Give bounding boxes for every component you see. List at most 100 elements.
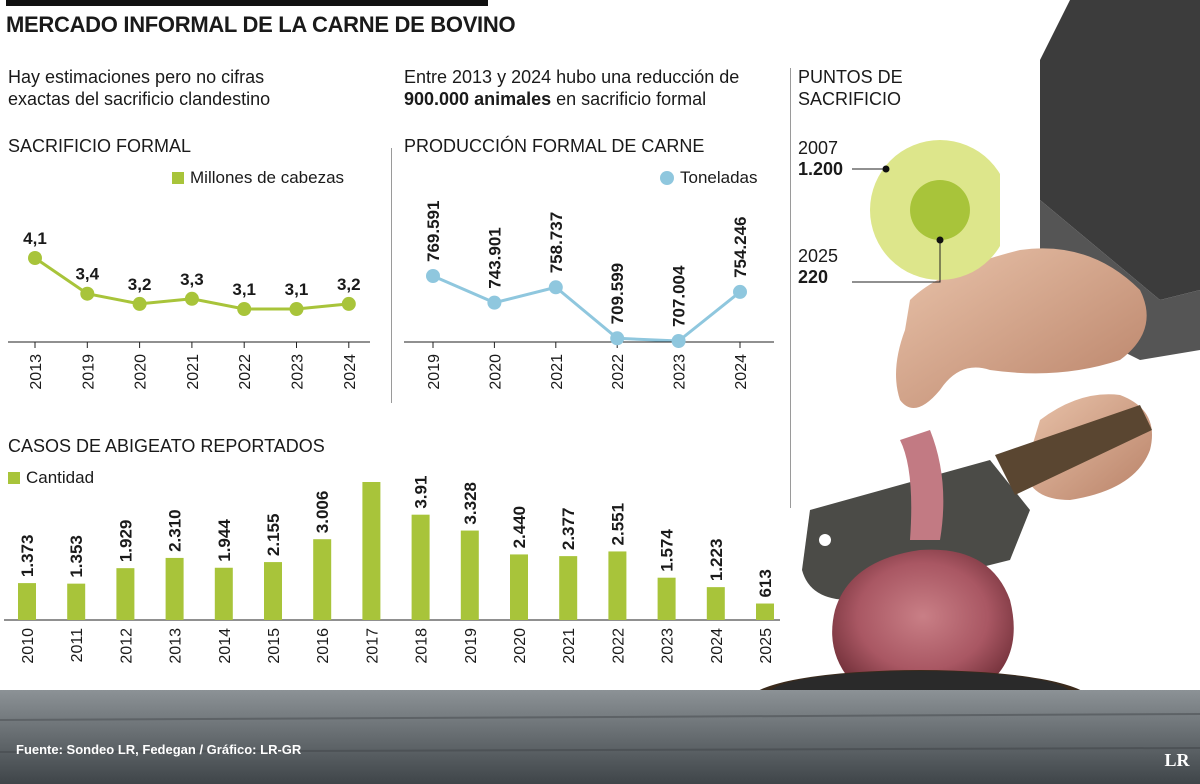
chart3-bar <box>559 556 578 620</box>
chart3-tick-label: 2010 <box>20 628 37 664</box>
chart3-bar <box>608 551 627 620</box>
chart3-tick-label: 2018 <box>414 628 431 664</box>
chart2-tick-label: 2020 <box>487 354 504 390</box>
chart1-tick-label: 2013 <box>28 354 45 390</box>
chart1-tick-label: 2023 <box>290 354 307 390</box>
note-line-2: 900.000 animales en sacrificio formal <box>404 88 739 110</box>
chart2-data-label: 707.004 <box>670 265 689 327</box>
chart2-legend-label: Toneladas <box>680 168 758 187</box>
chart3-data-label: 3.919 <box>412 476 431 509</box>
chart2-series-line <box>432 274 741 343</box>
chart4-title-line-1: PUNTOS DE <box>798 67 903 87</box>
chart3-bar <box>67 583 86 620</box>
note-highlight: 900.000 animales <box>404 89 552 109</box>
chart3-tick-label: 2022 <box>610 628 627 664</box>
chart3-bar <box>756 603 774 620</box>
chart1-tick-label: 2020 <box>133 354 150 390</box>
chart1-point <box>184 291 199 306</box>
chart3-tick-label: 2013 <box>168 628 185 664</box>
chart1-point <box>132 296 147 311</box>
chart4-title-line-2: SACRIFICIO <box>798 89 902 109</box>
chart3-bar <box>264 562 282 620</box>
chart1-data-label: 3,3 <box>180 270 204 289</box>
chart2-point <box>426 269 440 283</box>
chart1-data-label: 3,1 <box>232 280 256 299</box>
note-rest: en sacrificio formal <box>551 89 707 109</box>
chart3-bar <box>510 554 528 620</box>
lr-logo: LR <box>1164 750 1190 770</box>
chart3-title: CASOS DE ABIGEATO REPORTADOS <box>8 436 325 456</box>
chart1-point <box>237 302 252 316</box>
chart1-data-label: 3,4 <box>75 265 99 284</box>
chart3-tick-label: 2021 <box>561 628 578 664</box>
chart3-data-label: 2.440 <box>510 506 529 549</box>
chart3-bar <box>706 587 725 620</box>
chart2-point <box>610 331 625 346</box>
chart3-bar <box>313 539 332 620</box>
chart3-tick-label: 2012 <box>118 628 135 664</box>
chart3-data-label: 1.574 <box>658 529 677 572</box>
chart1-data-label: 4,1 <box>23 229 47 248</box>
chart3-tick-label: 2017 <box>364 628 381 664</box>
chart1-point <box>80 286 95 301</box>
chart2-data-label: 743.901 <box>485 227 504 288</box>
chart2-tick-label: 2022 <box>610 354 627 390</box>
chart2-tick-label: 2021 <box>549 354 566 390</box>
chart3-legend: Cantidad <box>8 468 94 488</box>
chart3-tick-label: 2016 <box>315 628 332 664</box>
point-2007-value: 1.200 <box>798 159 844 179</box>
chart1-tick-label: 2019 <box>80 354 97 390</box>
chart1-tick-label: 2022 <box>237 354 254 390</box>
chart3-tick-label: 2025 <box>758 628 775 664</box>
point-2007: 2007 1.200 <box>798 138 843 180</box>
chart3-legend-label: Cantidad <box>26 468 95 487</box>
divider-2 <box>790 68 791 508</box>
chart3-data-label: 1.353 <box>67 535 86 578</box>
chart3-data-label: 613 <box>756 569 775 597</box>
chart3-bar <box>116 568 135 620</box>
chart3-bar <box>165 557 184 620</box>
marker-2025 <box>936 236 944 244</box>
chart3-bar <box>362 482 381 620</box>
divider-1 <box>391 148 392 403</box>
chart3-data-label: 1.223 <box>707 539 726 582</box>
chart4-title: PUNTOS DE SACRIFICIO <box>798 66 903 110</box>
chart1-data-label: 3,1 <box>285 280 309 299</box>
chart1-title: SACRIFICIO FORMAL <box>8 136 192 156</box>
chart3-bar <box>18 583 36 620</box>
chart3-data-label: 1.929 <box>116 520 135 563</box>
chart2-point <box>548 280 563 295</box>
point-2025-year: 2025 <box>798 246 839 266</box>
chart3-data-label: 1.373 <box>18 535 37 578</box>
chart3-data-label: 2.310 <box>166 509 185 552</box>
chart1-data-label: 3,2 <box>128 275 152 294</box>
circle-2025 <box>910 180 970 240</box>
chart1-legend-swatch <box>172 172 184 184</box>
chart3-bar <box>460 530 479 620</box>
marker-2007 <box>882 165 890 173</box>
point-2007-year: 2007 <box>798 138 839 158</box>
chart3-data-label: 3.006 <box>313 491 332 534</box>
note-line-1: Entre 2013 y 2024 hubo una reducción de <box>404 67 740 87</box>
chart3-data-label: 2.155 <box>264 514 283 557</box>
chart1-data-label: 3,2 <box>337 275 361 294</box>
note-text: Entre 2013 y 2024 hubo una reducción de … <box>404 66 739 110</box>
chart2-title: PRODUCCIÓN FORMAL DE CARNE <box>404 136 705 156</box>
chart3-bar <box>411 514 430 620</box>
intro-text: Hay estimaciones pero no cifras exactas … <box>8 66 270 110</box>
point-2025: 2025 220 <box>798 246 838 288</box>
chart3-data-label: 2.377 <box>559 508 578 551</box>
produccion-formal-chart: 769.591 2019 743.901 2020 758.737 2021 709.599… <box>404 201 774 390</box>
chart1-legend: Millones de cabezas <box>172 168 344 188</box>
leader-2025 <box>852 240 941 283</box>
chart3-legend-swatch <box>8 472 20 484</box>
chart2-tick-label: 2019 <box>426 354 443 390</box>
chart2-data-label: 754.246 <box>731 216 750 277</box>
chart3-data-label: 2.551 <box>608 503 627 546</box>
chart3-tick-label: 2024 <box>709 628 726 664</box>
chart3-tick-label: 2011 <box>69 628 86 663</box>
butcher-photo <box>750 0 1200 730</box>
chart2-data-label: 769.591 <box>424 201 443 262</box>
chart1-point <box>28 251 42 265</box>
chart1-tick-label: 2021 <box>185 354 202 390</box>
